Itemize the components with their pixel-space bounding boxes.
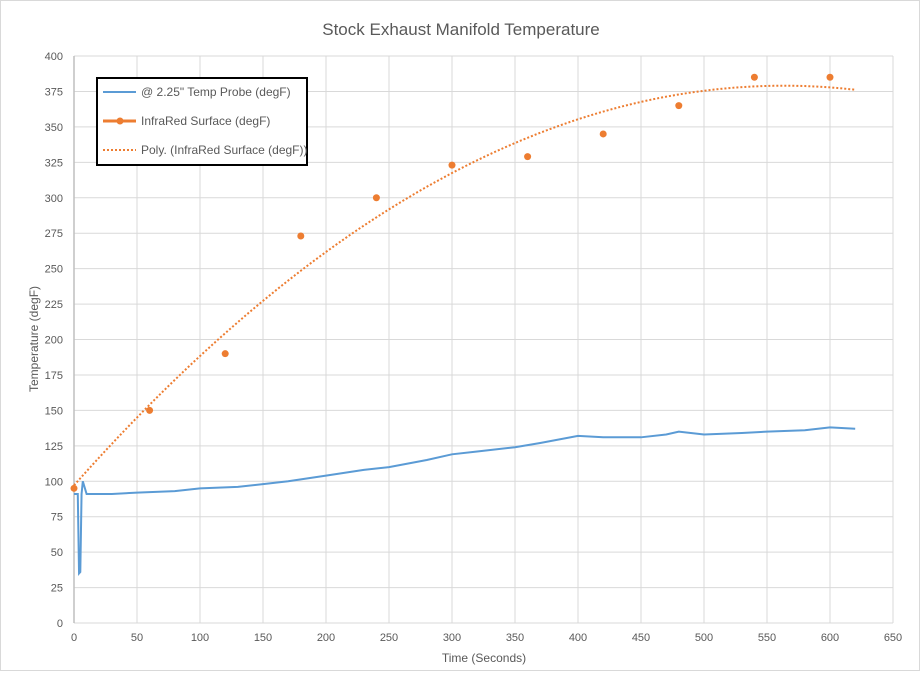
plot-area xyxy=(70,73,856,576)
infrared-data-point xyxy=(524,153,532,161)
legend-marker-infrared xyxy=(116,117,124,125)
y-tick-label: 0 xyxy=(57,618,63,630)
infrared-data-point xyxy=(599,130,607,138)
infrared-data-point xyxy=(70,484,78,492)
y-tick-label: 325 xyxy=(45,157,63,169)
legend-label-infrared: InfraRed Surface (degF) xyxy=(141,114,270,128)
y-tick-label: 175 xyxy=(45,370,63,382)
chart-title: Stock Exhaust Manifold Temperature xyxy=(322,20,600,39)
y-tick-label: 200 xyxy=(45,335,63,347)
x-tick-label: 50 xyxy=(131,632,143,644)
gridlines xyxy=(73,55,894,624)
y-axis-label: Temperature (degF) xyxy=(27,286,41,392)
x-axis-label: Time (Seconds) xyxy=(442,651,526,665)
series-probe-line xyxy=(74,426,856,576)
y-tick-label: 25 xyxy=(51,583,63,595)
trendline xyxy=(73,84,856,486)
x-tick-label: 100 xyxy=(191,632,209,644)
x-tick-label: 450 xyxy=(632,632,650,644)
x-tick-label: 250 xyxy=(380,632,398,644)
x-tick-label: 550 xyxy=(758,632,776,644)
infrared-data-point xyxy=(146,406,154,414)
infrared-data-point xyxy=(675,102,683,110)
tick-labels: 0 25 50 75 100 125 150 175 200 225 250 275 300 325 350… xyxy=(45,51,903,644)
y-tick-label: 100 xyxy=(45,476,63,488)
legend: @ 2.25" Temp Probe (degF) InfraRed Surfa… xyxy=(96,77,308,166)
x-tick-label: 200 xyxy=(317,632,335,644)
y-tick-label: 75 xyxy=(51,512,63,524)
y-tick-label: 275 xyxy=(45,228,63,240)
infrared-data-point xyxy=(297,232,305,240)
x-tick-label: 600 xyxy=(821,632,839,644)
infrared-data-point xyxy=(372,194,380,202)
legend-label-trendline: Poly. (InfraRed Surface (degF)) xyxy=(141,143,308,157)
infrared-data-point xyxy=(826,73,834,81)
x-tick-label: 300 xyxy=(443,632,461,644)
y-tick-label: 400 xyxy=(45,51,63,63)
legend-label-probe: @ 2.25" Temp Probe (degF) xyxy=(141,85,291,99)
y-tick-label: 50 xyxy=(51,547,63,559)
x-tick-label: 350 xyxy=(506,632,524,644)
infrared-data-point xyxy=(221,350,229,358)
y-tick-label: 225 xyxy=(45,299,63,311)
x-tick-label: 500 xyxy=(695,632,713,644)
y-tick-label: 350 xyxy=(45,122,63,134)
infrared-data-point xyxy=(448,161,456,169)
y-tick-label: 300 xyxy=(45,193,63,205)
infrared-data-point xyxy=(750,73,758,81)
x-tick-label: 400 xyxy=(569,632,587,644)
x-tick-label: 0 xyxy=(71,632,77,644)
y-tick-label: 375 xyxy=(45,86,63,98)
x-tick-label: 650 xyxy=(884,632,902,644)
y-tick-label: 150 xyxy=(45,405,63,417)
y-tick-label: 125 xyxy=(45,441,63,453)
x-tick-label: 150 xyxy=(254,632,272,644)
y-tick-label: 250 xyxy=(45,264,63,276)
